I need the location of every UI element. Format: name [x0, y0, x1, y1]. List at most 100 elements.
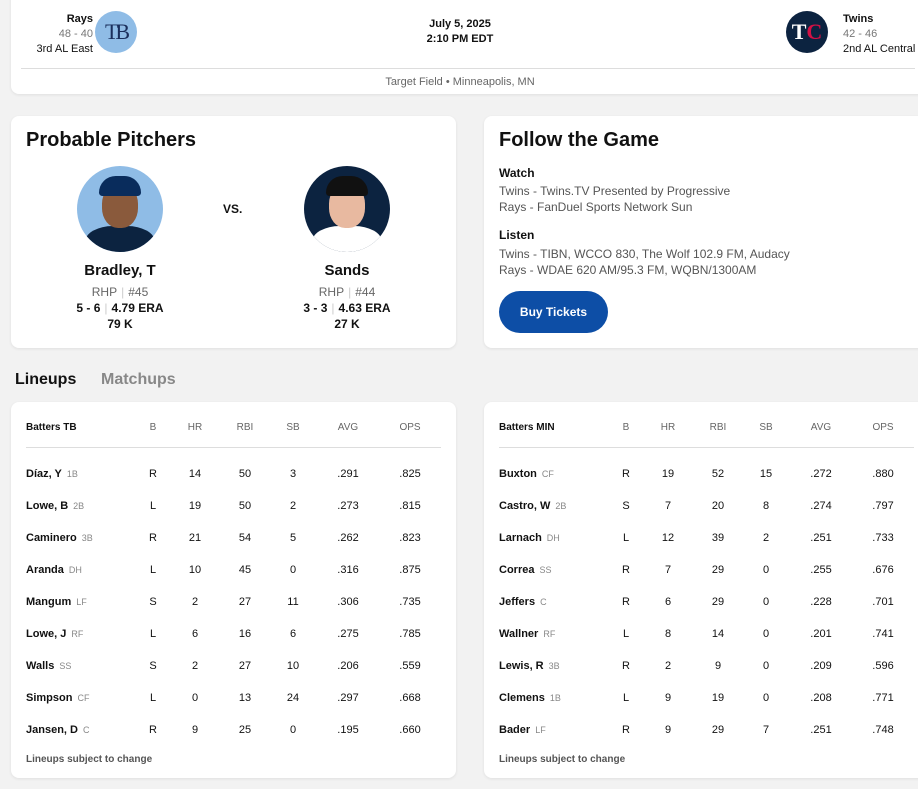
- player-position: SS: [539, 565, 552, 575]
- player-name[interactable]: Lowe, J: [26, 628, 67, 640]
- stat-ops: .660: [399, 724, 421, 736]
- column-header[interactable]: AVG: [810, 422, 832, 433]
- section-title: Probable Pitchers: [26, 129, 197, 151]
- player-position: CF: [541, 469, 554, 479]
- column-header[interactable]: HR: [660, 422, 676, 433]
- stat-avg: .306: [337, 596, 359, 608]
- stat-sb: 7: [762, 724, 770, 736]
- section-title: Follow the Game: [499, 129, 660, 151]
- player-name[interactable]: Lowe, B: [26, 500, 69, 512]
- table-row: Díaz, Y 1B R 14 50 3 .291 .825: [11, 468, 456, 484]
- stat-hr: 0: [191, 692, 199, 704]
- stat-rbi: 54: [238, 532, 252, 544]
- stat-hr: 19: [188, 500, 202, 512]
- table-row: Larnach DH L 12 39 2 .251 .733: [484, 532, 918, 548]
- game-header: Rays 48 - 40 3rd AL East TB July 5, 2025…: [11, 0, 918, 94]
- stat-avg: .291: [337, 468, 359, 480]
- lineup-note: Lineups subject to change: [26, 754, 153, 765]
- table-row: Aranda DH L 10 45 0 .316 .875: [11, 564, 456, 580]
- column-header[interactable]: SB: [759, 422, 773, 433]
- player-name[interactable]: Caminero: [26, 532, 77, 544]
- stat-rbi: 19: [711, 692, 725, 704]
- stat-avg: .208: [810, 692, 832, 704]
- buy-tickets-button[interactable]: Buy Tickets: [499, 291, 608, 333]
- player-name[interactable]: Correa: [499, 564, 535, 576]
- pitcher-avatar[interactable]: [304, 166, 390, 252]
- stat-ops: .748: [872, 724, 894, 736]
- player-name[interactable]: Lewis, R: [499, 660, 544, 672]
- pitcher-throws: RHP: [91, 285, 118, 299]
- stat-ops: .875: [399, 564, 421, 576]
- stat-sb: 0: [289, 724, 297, 736]
- stat-b: R: [149, 724, 157, 736]
- table-row: Clemens 1B L 9 19 0 .208 .771: [484, 692, 918, 708]
- lineup-min: Batters MIN B HR RBI SB AVG OPS Buxton CF R 19 52 15…: [484, 402, 918, 778]
- player-name[interactable]: Wallner: [499, 628, 539, 640]
- stat-rbi: 52: [711, 468, 725, 480]
- listen-list: Twins - TIBN, WCCO 830, The Wolf 102.9 F…: [499, 246, 790, 278]
- table-row: Castro, W 2B S 7 20 8 .274 .797: [484, 500, 918, 516]
- stat-b: R: [622, 660, 630, 672]
- stat-b: L: [622, 692, 630, 704]
- stat-hr: 14: [188, 468, 202, 480]
- column-header[interactable]: HR: [187, 422, 203, 433]
- table-row: Simpson CF L 0 13 24 .297 .668: [11, 692, 456, 708]
- column-header[interactable]: SB: [286, 422, 300, 433]
- player-position: 1B: [549, 693, 561, 703]
- stat-sb: 0: [762, 692, 770, 704]
- stat-hr: 10: [188, 564, 202, 576]
- player-name[interactable]: Castro, W: [499, 500, 551, 512]
- table-row: Lewis, R 3B R 2 9 0 .209 .596: [484, 660, 918, 676]
- stat-avg: .274: [810, 500, 832, 512]
- player-name[interactable]: Jansen, D: [26, 724, 78, 736]
- stat-b: S: [149, 660, 157, 672]
- listen-item: Twins - TIBN, WCCO 830, The Wolf 102.9 F…: [499, 247, 790, 261]
- stat-rbi: 27: [238, 660, 252, 672]
- stat-sb: 11: [287, 596, 299, 608]
- player-name[interactable]: Simpson: [26, 692, 73, 704]
- column-header[interactable]: RBI: [709, 422, 727, 433]
- stat-ops: .676: [872, 564, 894, 576]
- tab-matchups[interactable]: Matchups: [101, 371, 176, 388]
- player-position: DH: [68, 565, 82, 575]
- player-name[interactable]: Díaz, Y: [26, 468, 62, 480]
- stat-b: L: [149, 628, 157, 640]
- pitcher-avatar[interactable]: [77, 166, 163, 252]
- player-name[interactable]: Larnach: [499, 532, 542, 544]
- stat-avg: .272: [810, 468, 832, 480]
- away-team-name[interactable]: Rays: [66, 13, 93, 25]
- probable-pitchers-card: Probable Pitchers Bradley, T RHP | #45 5 -…: [11, 116, 456, 348]
- game-datetime: July 5, 2025 2:10 PM EDT: [11, 17, 909, 47]
- stat-sb: 15: [759, 468, 773, 480]
- player-name[interactable]: Jeffers: [499, 596, 536, 608]
- pitcher-name[interactable]: Bradley, T: [84, 262, 156, 279]
- pitcher-name[interactable]: Sands: [324, 262, 370, 279]
- column-header[interactable]: AVG: [337, 422, 359, 433]
- player-name[interactable]: Mangum: [26, 596, 72, 608]
- stat-b: S: [622, 500, 630, 512]
- stat-avg: .255: [810, 564, 832, 576]
- player-name[interactable]: Bader: [499, 724, 531, 736]
- stat-sb: 2: [289, 500, 297, 512]
- home-team-name[interactable]: Twins: [843, 13, 874, 25]
- player-name[interactable]: Clemens: [499, 692, 545, 704]
- column-header[interactable]: OPS: [872, 422, 894, 433]
- column-header[interactable]: OPS: [399, 422, 421, 433]
- stat-rbi: 45: [238, 564, 252, 576]
- rays-logo[interactable]: TB: [95, 11, 137, 53]
- stat-rbi: 29: [711, 564, 725, 576]
- vs-label: VS.: [223, 202, 243, 216]
- player-name[interactable]: Buxton: [499, 468, 537, 480]
- follow-game-card: Follow the Game Watch Twins - Twins.TV P…: [484, 116, 918, 348]
- column-header[interactable]: B: [149, 422, 157, 433]
- stat-sb: 24: [286, 692, 300, 704]
- stat-hr: 19: [661, 468, 675, 480]
- column-header[interactable]: RBI: [236, 422, 254, 433]
- player-name[interactable]: Walls: [26, 660, 55, 672]
- away-pitcher: Bradley, T RHP | #45 5 - 6 | 4.79 ERA 79 K: [40, 166, 200, 331]
- tab-lineups[interactable]: Lineups: [15, 371, 77, 388]
- column-header[interactable]: B: [622, 422, 630, 433]
- stat-hr: 7: [664, 564, 672, 576]
- player-name[interactable]: Aranda: [26, 564, 64, 576]
